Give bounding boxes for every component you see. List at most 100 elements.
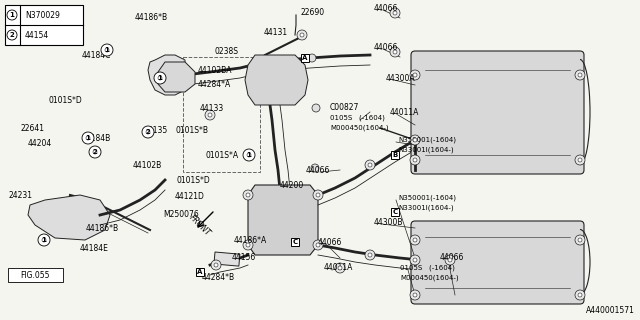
Circle shape (313, 240, 323, 250)
Text: 44133: 44133 (200, 103, 224, 113)
FancyBboxPatch shape (411, 221, 584, 304)
Circle shape (575, 70, 585, 80)
Text: 0101S*D: 0101S*D (176, 175, 210, 185)
Circle shape (578, 238, 582, 242)
Text: 1: 1 (42, 237, 47, 243)
Text: 44102B: 44102B (133, 161, 163, 170)
Polygon shape (148, 55, 185, 95)
Polygon shape (245, 55, 308, 105)
Text: 44066: 44066 (374, 4, 398, 12)
Circle shape (101, 44, 113, 56)
Circle shape (89, 146, 101, 158)
Bar (8, 268, 63, 282)
Text: 44156: 44156 (232, 252, 256, 261)
Circle shape (410, 70, 420, 80)
Text: 1: 1 (86, 135, 90, 141)
Circle shape (243, 240, 253, 250)
Text: C00827: C00827 (330, 102, 360, 111)
Text: 44066: 44066 (318, 237, 342, 246)
Circle shape (312, 104, 320, 112)
Circle shape (445, 255, 455, 265)
Circle shape (390, 47, 400, 57)
Polygon shape (248, 185, 318, 255)
Circle shape (575, 155, 585, 165)
Circle shape (243, 149, 255, 161)
Text: 1: 1 (104, 47, 109, 53)
Bar (5, 5, 83, 45)
Text: N33001I(1604-): N33001I(1604-) (398, 147, 454, 153)
Circle shape (205, 110, 215, 120)
Bar (183, 57, 260, 172)
Circle shape (338, 266, 342, 270)
Circle shape (7, 10, 17, 20)
Text: 44186*B: 44186*B (86, 223, 119, 233)
Circle shape (105, 48, 109, 52)
Text: B: B (392, 152, 397, 158)
Text: 0105S   (-1604): 0105S (-1604) (330, 115, 385, 121)
Text: 44131: 44131 (264, 28, 288, 36)
Text: 0238S: 0238S (214, 46, 238, 55)
Text: 44284*B: 44284*B (202, 274, 235, 283)
Text: A: A (302, 55, 308, 61)
Circle shape (208, 113, 212, 117)
Circle shape (578, 293, 582, 297)
Text: N350001(-1604): N350001(-1604) (398, 195, 456, 201)
Circle shape (578, 158, 582, 162)
Circle shape (413, 258, 417, 262)
Text: N33001I(1604-): N33001I(1604-) (398, 205, 454, 211)
Circle shape (413, 73, 417, 77)
Circle shape (368, 253, 372, 257)
Text: 44186*B: 44186*B (135, 12, 168, 21)
Text: N350001(-1604): N350001(-1604) (398, 137, 456, 143)
Text: C: C (392, 209, 397, 215)
Circle shape (38, 234, 50, 246)
Circle shape (575, 235, 585, 245)
Text: A: A (197, 269, 203, 275)
Circle shape (297, 30, 307, 40)
Bar (214, 252, 240, 266)
Circle shape (93, 150, 97, 154)
Circle shape (244, 150, 254, 160)
Circle shape (413, 238, 417, 242)
Text: 44121D: 44121D (175, 191, 205, 201)
Text: 0101S*A: 0101S*A (205, 150, 238, 159)
Text: 0105S   (-1604): 0105S (-1604) (400, 265, 455, 271)
Circle shape (335, 263, 345, 273)
Circle shape (146, 130, 150, 134)
Text: 2: 2 (10, 32, 14, 38)
Circle shape (413, 138, 417, 142)
Text: 44186*A: 44186*A (234, 236, 268, 244)
Text: FIG.055: FIG.055 (20, 270, 50, 279)
Circle shape (83, 133, 93, 143)
Circle shape (82, 132, 94, 144)
Text: 44184B: 44184B (82, 133, 111, 142)
Circle shape (410, 235, 420, 245)
Text: 1: 1 (10, 12, 15, 18)
Polygon shape (158, 62, 195, 92)
Text: 44066: 44066 (306, 165, 330, 174)
Circle shape (313, 190, 323, 200)
Text: M000450(1604-): M000450(1604-) (400, 275, 459, 281)
Circle shape (575, 290, 585, 300)
Circle shape (410, 135, 420, 145)
Polygon shape (28, 195, 110, 240)
Text: 44200: 44200 (280, 180, 304, 189)
Circle shape (368, 163, 372, 167)
Text: 22641: 22641 (20, 124, 44, 132)
Text: N370029: N370029 (25, 11, 60, 20)
Circle shape (393, 50, 397, 54)
Text: 44300A: 44300A (386, 74, 415, 83)
Text: M250076: M250076 (163, 210, 199, 219)
Text: M000450(1604-): M000450(1604-) (330, 125, 388, 131)
Text: 44135: 44135 (144, 125, 168, 134)
Circle shape (448, 258, 452, 262)
Circle shape (86, 136, 90, 140)
Text: 44154: 44154 (25, 30, 49, 39)
Circle shape (316, 243, 320, 247)
Circle shape (247, 153, 251, 157)
Text: 44204: 44204 (28, 139, 52, 148)
Circle shape (311, 164, 319, 172)
Text: 22690: 22690 (300, 7, 324, 17)
FancyBboxPatch shape (411, 51, 584, 174)
Text: 44066: 44066 (440, 252, 465, 261)
